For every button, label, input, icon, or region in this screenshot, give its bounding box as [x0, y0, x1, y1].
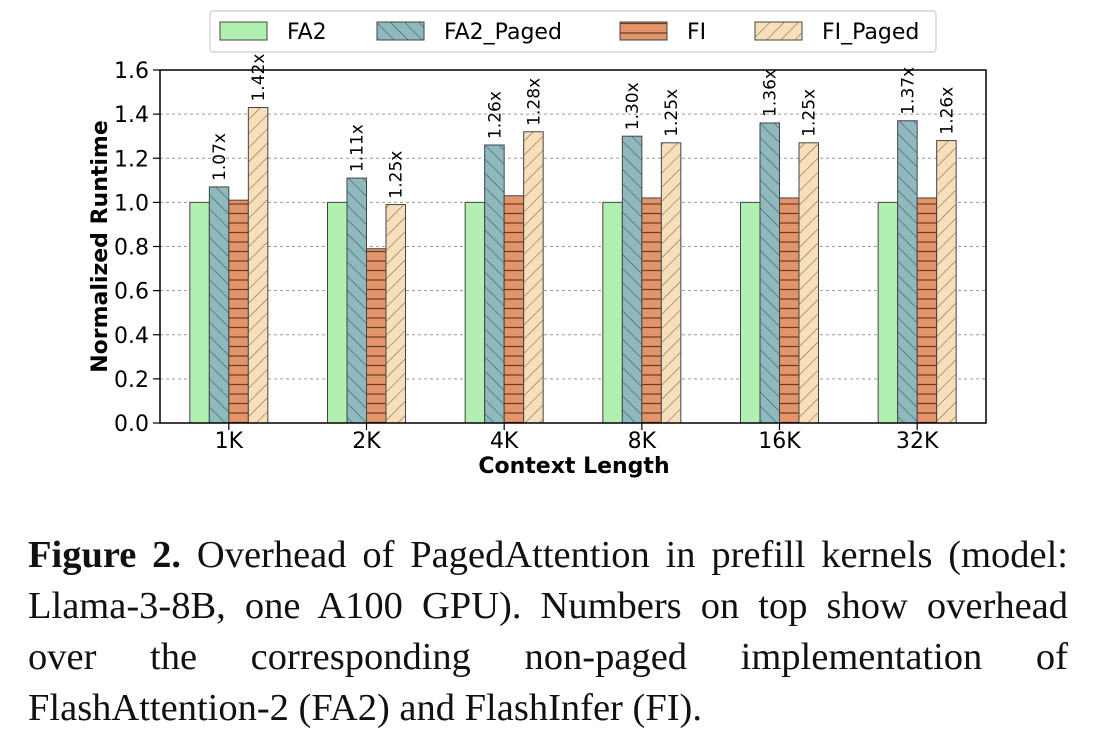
- bar-labels: 1.07x 1.42x 1.11x 1.25x 1.26x 1.28x 1.30x 1.25x…: [210, 54, 957, 199]
- bar-hatch: [779, 197, 799, 423]
- legend-swatch: [219, 21, 268, 41]
- bar-hatch: [897, 120, 918, 424]
- x-tick-label: 8K: [628, 429, 657, 454]
- legend-swatch-hatch: [377, 22, 424, 40]
- bar-hatch: [248, 107, 268, 423]
- legend-label: FA2: [287, 20, 327, 45]
- y-tick-label: 0.0: [114, 412, 149, 437]
- legend-label: FI: [687, 20, 706, 45]
- x-axis-label: Context Length: [478, 454, 669, 479]
- bars: [189, 107, 957, 424]
- bar-data-label: 1.25x: [800, 89, 820, 137]
- bar-hatch: [209, 186, 229, 423]
- bar-hatch: [799, 142, 819, 423]
- bar-fa2: [877, 201, 899, 424]
- bar-hatch: [917, 197, 937, 423]
- y-tick-label: 0.6: [114, 280, 149, 305]
- bar-hatch: [366, 248, 386, 423]
- bar-data-label: 1.36x: [761, 69, 781, 117]
- bar-hatch: [641, 197, 662, 423]
- bar-hatch: [622, 136, 642, 423]
- bar-data-label: 1.25x: [662, 89, 682, 137]
- bar-hatch: [504, 195, 524, 423]
- legend-label: FI_Paged: [822, 20, 919, 45]
- legend: FA2 FA2_Paged FI FI_Paged: [209, 10, 937, 53]
- legend-box: [209, 10, 937, 53]
- x-tick-label: 16K: [758, 429, 801, 454]
- bar-data-label: 1.11x: [348, 124, 368, 172]
- y-tick-label: 1.4: [114, 103, 149, 128]
- bar-data-label: 1.28x: [524, 78, 544, 126]
- bar-data-label: 1.07x: [210, 133, 230, 181]
- bar-fa2: [464, 201, 486, 424]
- bar-hatch: [347, 178, 367, 423]
- caption-label: Figure 2.: [28, 534, 182, 576]
- bar-hatch: [523, 131, 544, 423]
- legend-swatch-hatch: [620, 22, 667, 40]
- bar-hatch: [386, 204, 406, 423]
- x-axis-ticks: 1K 2K 4K 8K 16K 32K: [215, 423, 939, 454]
- bar-fa2: [189, 201, 210, 424]
- legend-label: FA2_Paged: [444, 20, 562, 45]
- bar-hatch: [484, 145, 505, 423]
- bar-hatch: [661, 142, 681, 423]
- bar-hatch: [228, 200, 249, 423]
- bar-hatch: [936, 140, 957, 423]
- bar-fa2: [327, 201, 348, 424]
- y-tick-label: 1.0: [114, 191, 149, 216]
- y-axis-ticks: 0.0 0.2 0.4 0.6 0.8 1.0 1.2 1.4 1.6: [114, 59, 160, 437]
- y-tick-label: 1.6: [114, 59, 149, 84]
- bar-data-label: 1.26x: [485, 91, 505, 139]
- figure-caption: Figure 2. Overhead of PagedAttention in …: [28, 530, 1068, 734]
- y-tick-label: 0.2: [114, 368, 149, 393]
- bar-hatch: [760, 122, 780, 423]
- bar-data-label: 1.25x: [387, 151, 407, 199]
- x-tick-label: 32K: [896, 429, 939, 454]
- bar-data-label: 1.37x: [898, 67, 918, 115]
- bar-fa2: [740, 201, 761, 424]
- caption-text: Overhead of PagedAttention in prefill ke…: [28, 534, 1068, 729]
- bar-fa2: [602, 201, 623, 424]
- grid-lines: [160, 113, 986, 380]
- bar-data-label: 1.30x: [623, 82, 643, 130]
- bar-chart: 1.07x 1.42x 1.11x 1.25x 1.26x 1.28x 1.30x 1.25x…: [88, 10, 987, 479]
- x-tick-label: 2K: [352, 429, 381, 454]
- y-axis-label: Normalized Runtime: [88, 120, 113, 373]
- x-tick-label: 1K: [215, 429, 244, 454]
- y-tick-label: 1.2: [114, 147, 149, 172]
- bar-data-label: 1.26x: [937, 87, 957, 135]
- legend-swatch-hatch: [755, 22, 802, 40]
- y-tick-label: 0.8: [114, 236, 149, 261]
- bar-data-label: 1.42x: [249, 54, 269, 102]
- y-tick-label: 0.4: [114, 324, 149, 349]
- x-tick-label: 4K: [490, 429, 519, 454]
